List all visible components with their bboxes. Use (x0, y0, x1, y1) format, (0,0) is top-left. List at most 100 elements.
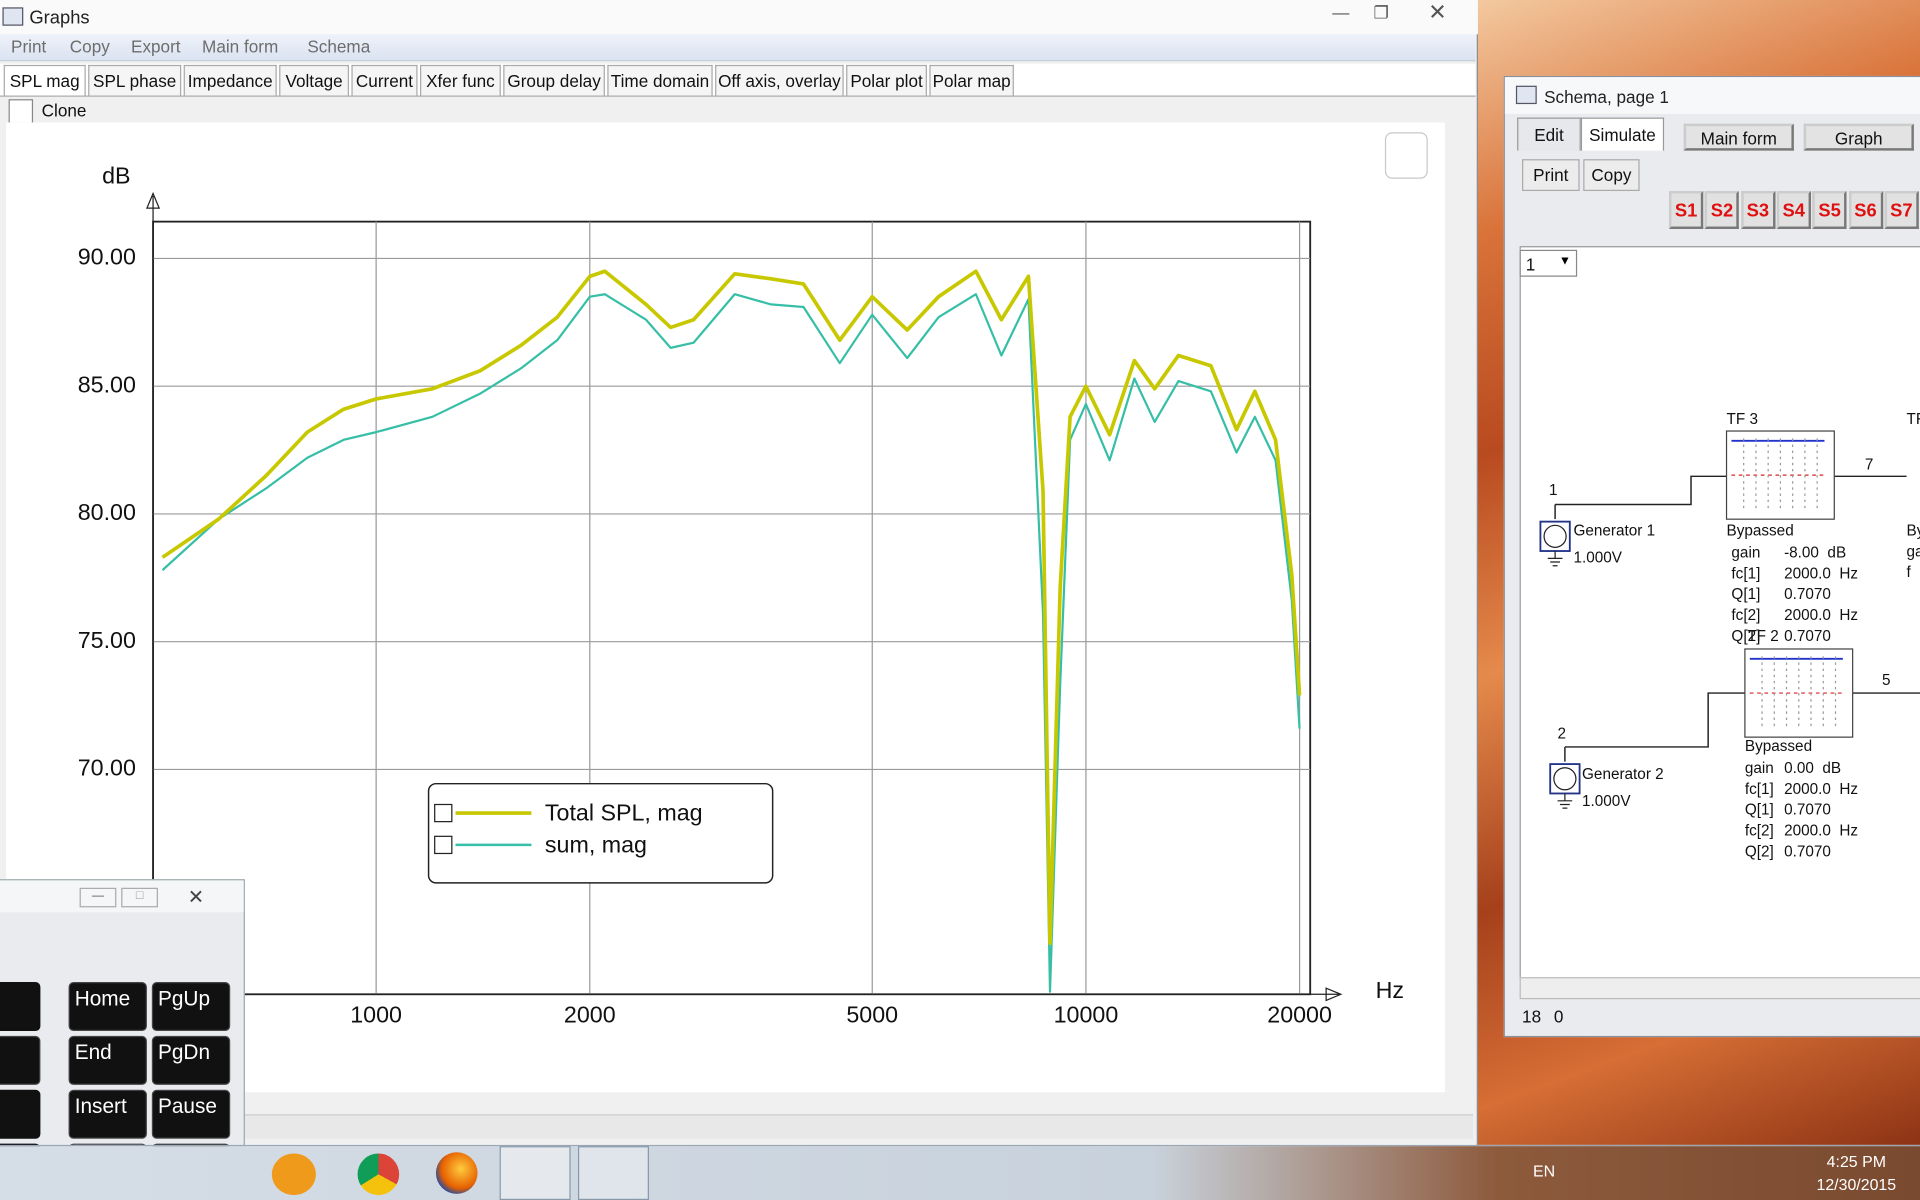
tab-label: SPL phase (93, 71, 177, 91)
chart: 70.00 75.00 80.00 85.00 90.00 1000 2000 5000 100… (78, 163, 1404, 1028)
keyboard-task-button[interactable] (577, 1146, 649, 1200)
graphs-window: Graphs — ❐ ✕ Print Copy Export Main form Sch… (0, 0, 1478, 1145)
panel-button[interactable] (1384, 132, 1428, 179)
snapshot-label: S7 (1890, 200, 1913, 222)
snapshot-button[interactable]: S3 (1740, 191, 1776, 229)
key[interactable]: Del (0, 1035, 41, 1085)
window-title: Graphs (29, 7, 90, 29)
series-line (161, 293, 1301, 993)
legend-checkbox (434, 803, 453, 823)
param-name: fc[2] (1731, 607, 1760, 624)
schema-scrollbar[interactable] (1519, 977, 1920, 1000)
snapshot-button[interactable]: S5 (1812, 191, 1847, 229)
maximize-button[interactable]: □ (121, 887, 158, 908)
block-state: Bypassed (1727, 522, 1794, 539)
tab[interactable]: Polar plot (846, 64, 927, 96)
legend-checkbox (434, 835, 453, 855)
button[interactable]: Main form (1683, 123, 1794, 151)
button[interactable]: Copy (1583, 159, 1640, 192)
key-label: Insert (74, 1094, 127, 1118)
snapshot-button[interactable]: S7 (1884, 191, 1919, 229)
ground-symbol (1557, 793, 1573, 809)
generator-symbol (1543, 524, 1567, 548)
tab-strip: SPL mag SPL phase Impedance Voltage Current X… (0, 63, 1476, 97)
key[interactable]: PgDn (151, 1035, 231, 1085)
generator-symbol (1549, 763, 1581, 795)
tab[interactable]: Voltage (279, 64, 349, 96)
close-button[interactable]: ✕ (187, 887, 205, 909)
graphs-task-button[interactable] (499, 1146, 571, 1200)
key-label: PgDn (157, 1040, 211, 1065)
y-tick-label: 80.00 (78, 499, 136, 525)
key[interactable]: Insert (68, 1089, 147, 1139)
param-name: gain (1745, 760, 1774, 777)
generator-voltage: 1.000V (1573, 549, 1622, 566)
dropdown-arrow[interactable]: ▼ (1558, 254, 1571, 269)
minimize-button[interactable]: — (79, 887, 117, 908)
tab[interactable]: Polar map (929, 64, 1014, 96)
clone-label: Clone (41, 100, 87, 120)
menu-item[interactable]: Print (11, 36, 47, 57)
block-title: TF (1907, 411, 1920, 428)
snapshot-button[interactable]: S4 (1776, 191, 1811, 229)
snapshot-button[interactable]: S2 (1704, 191, 1740, 229)
tab-label: Off axis, overlay (718, 71, 841, 91)
button[interactable]: Print (1522, 159, 1580, 192)
tab[interactable]: Current (351, 64, 418, 96)
tab[interactable]: SPL mag (3, 64, 86, 96)
param-name: Q[2] (1731, 628, 1760, 645)
tab[interactable]: Time domain (607, 64, 713, 96)
clock-time[interactable]: 4:25 PM (1826, 1152, 1886, 1171)
menu-item[interactable]: Main form (202, 36, 279, 57)
param-name: fc[1] (1731, 565, 1760, 582)
key[interactable]: End (68, 1035, 147, 1085)
menu-item[interactable]: Export (131, 36, 181, 57)
snapshot-button[interactable]: S6 (1848, 191, 1883, 229)
chrome-icon[interactable] (357, 1153, 400, 1196)
node-label: 5 (1882, 672, 1891, 689)
snapshot-button[interactable]: S1 (1668, 191, 1704, 229)
clone-checkbox[interactable] (8, 99, 34, 124)
tab[interactable]: Group delay (503, 64, 605, 96)
key[interactable]: PgUp (151, 982, 231, 1032)
x-tick-label: 10000 (1054, 1001, 1119, 1027)
tab-label: Edit (1534, 124, 1564, 145)
wire (1554, 475, 1907, 520)
clock-date[interactable]: 12/30/2015 (1816, 1175, 1897, 1194)
generator-symbol (1553, 767, 1577, 791)
menu-item[interactable]: Schema (307, 36, 371, 57)
close-button[interactable]: ✕ (1428, 0, 1447, 25)
y-axis-arrow (146, 191, 161, 995)
tab[interactable]: Simulate (1580, 117, 1665, 151)
block-text: f (1907, 564, 1912, 581)
param-value: 2000.0 Hz (1784, 822, 1858, 839)
x-axis-arrow (153, 987, 1343, 1002)
maximize-button[interactable]: ❐ (1373, 2, 1389, 23)
tab-label: Xfer func (426, 71, 495, 91)
tab-label: Voltage (285, 71, 343, 91)
key[interactable]: Home (68, 982, 147, 1032)
button[interactable]: Graph (1803, 123, 1914, 151)
node-label: 1 (1549, 482, 1558, 499)
tab[interactable]: SPL phase (88, 64, 182, 96)
language-indicator[interactable]: EN (1533, 1162, 1556, 1181)
media-player-icon[interactable] (271, 1153, 316, 1196)
page-select[interactable]: 1 ▼ (1519, 249, 1578, 277)
y-tick-label: 75.00 (78, 627, 136, 653)
key[interactable] (0, 1089, 41, 1139)
tab[interactable]: Xfer func (420, 64, 501, 96)
key[interactable] (0, 982, 41, 1032)
param-name: fc[2] (1745, 822, 1774, 839)
tab[interactable]: Off axis, overlay (715, 64, 844, 96)
minimize-button[interactable]: — (1332, 2, 1350, 23)
scrollbar[interactable] (6, 1114, 1474, 1139)
key[interactable]: Pause (151, 1089, 231, 1139)
tab[interactable]: Edit (1517, 117, 1581, 151)
tab[interactable]: Impedance (183, 64, 277, 96)
tab-label: Polar plot (850, 71, 923, 91)
menu-item[interactable]: Copy (69, 36, 110, 57)
button-label: Graph (1834, 128, 1883, 149)
firefox-icon[interactable] (435, 1152, 478, 1194)
param-name: Q[1] (1745, 802, 1774, 819)
param-name: Q[1] (1731, 586, 1760, 603)
